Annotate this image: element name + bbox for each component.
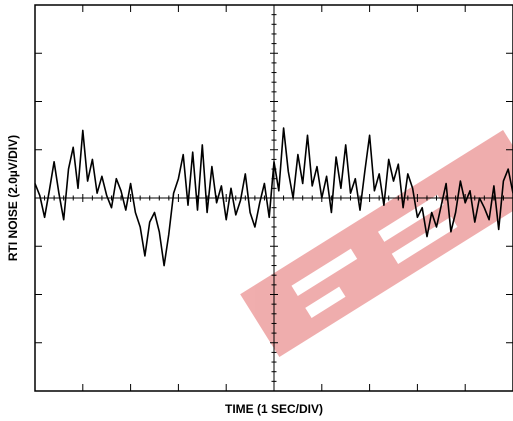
watermark-notch <box>305 286 346 319</box>
center-crosshair <box>34 4 513 392</box>
y-axis-label: RTI NOISE (2.0µV/DIV) <box>6 135 20 261</box>
watermark-band <box>240 129 513 358</box>
series-layer <box>34 127 513 267</box>
watermark-logo <box>240 129 513 358</box>
x-axis-label: TIME (1 SEC/DIV) <box>225 402 323 416</box>
watermark-notch <box>291 248 358 296</box>
watermark-shape <box>240 129 513 358</box>
noise-trace <box>34 127 513 267</box>
watermark-notch <box>377 194 444 242</box>
plot-frame <box>34 4 513 392</box>
watermark-notch <box>391 216 458 264</box>
